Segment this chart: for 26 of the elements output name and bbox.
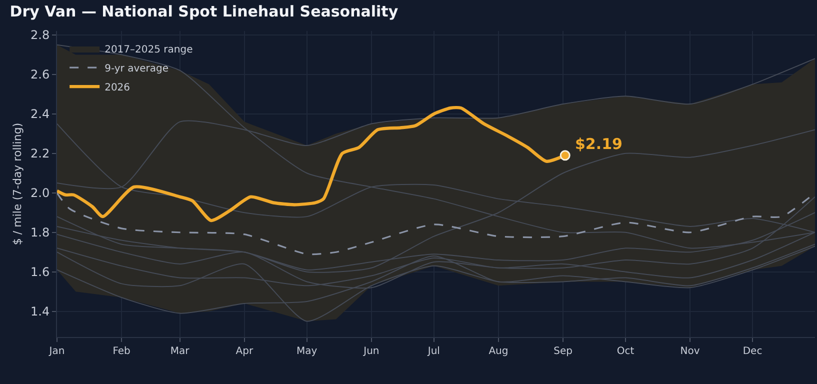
x-tick-label: Jul xyxy=(426,346,440,357)
legend-label: 9-yr average xyxy=(104,63,169,74)
legend-label: 2017–2025 range xyxy=(104,44,193,56)
x-tick-label: Dec xyxy=(742,346,762,357)
y-tick-label: 1.6 xyxy=(30,265,50,280)
y-tick-label: 2.0 xyxy=(30,186,50,200)
x-tick-label: Feb xyxy=(112,346,130,357)
x-tick-label: Jun xyxy=(362,346,380,357)
annotation: $2.19 xyxy=(575,135,622,153)
y-tick-label: 2.6 xyxy=(30,68,50,82)
y-tick-label: 2.4 xyxy=(30,107,50,122)
x-tick-label: May xyxy=(296,346,318,357)
y-tick-label: 1.4 xyxy=(30,304,50,319)
x-tick-label: Nov xyxy=(680,346,700,357)
y-axis-title: $ / mile (7-day rolling) xyxy=(11,122,24,246)
legend-label: 2026 xyxy=(104,82,130,94)
x-tick-label: Sep xyxy=(554,346,572,357)
x-tick-label: Aug xyxy=(488,346,508,357)
x-tick-label: Mar xyxy=(170,346,190,357)
x-tick-label: Apr xyxy=(236,346,254,357)
y-tick-label: 1.8 xyxy=(30,226,50,240)
y-tick-label: 2.2 xyxy=(30,146,50,161)
x-tick-label: Jan xyxy=(48,346,65,357)
chart-title: Dry Van — National Spot Linehaul Seasonality xyxy=(10,2,398,20)
x-tick-label: Oct xyxy=(616,346,634,357)
y-tick-label: 2.8 xyxy=(30,28,50,42)
